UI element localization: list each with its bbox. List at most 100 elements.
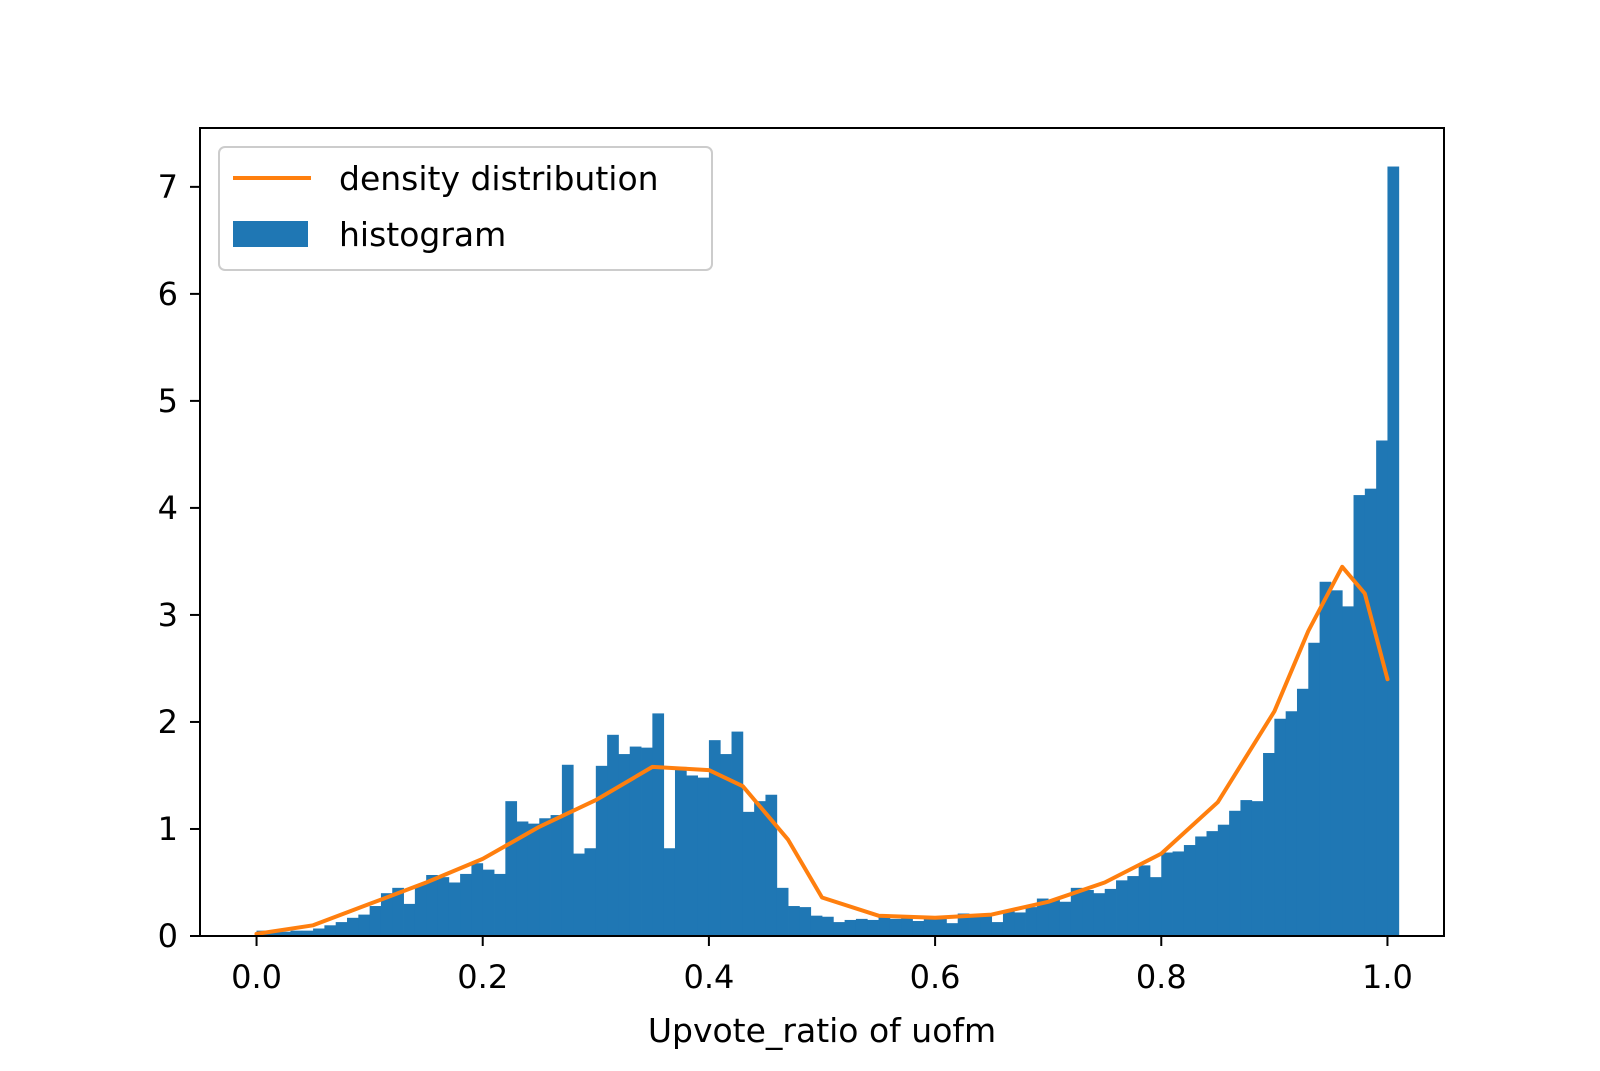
histogram-bar xyxy=(550,815,563,936)
histogram-bar xyxy=(833,922,846,936)
histogram-bar xyxy=(844,919,857,936)
histogram-bar xyxy=(539,818,551,936)
y-tick-label: 0 xyxy=(158,917,178,955)
histogram-bar xyxy=(810,915,823,936)
histogram-bar xyxy=(1229,810,1241,936)
histogram-bar xyxy=(867,919,879,936)
histogram-bar xyxy=(957,913,970,936)
histogram-bar xyxy=(267,930,280,936)
histogram-bar xyxy=(527,823,540,936)
legend-box xyxy=(218,146,713,271)
legend-density-label: density distribution xyxy=(339,159,659,198)
histogram-bar xyxy=(1172,851,1185,936)
histogram-bar xyxy=(1274,718,1287,936)
histogram-bar xyxy=(347,917,359,936)
histogram-bar xyxy=(1206,831,1219,936)
histogram-bar xyxy=(629,746,642,936)
histogram-bar xyxy=(799,907,812,936)
y-tick-label: 5 xyxy=(158,382,178,420)
histogram-bar xyxy=(1342,606,1354,936)
histogram-bar xyxy=(788,906,800,936)
histogram-bar xyxy=(969,916,981,936)
histogram-bar xyxy=(414,884,427,936)
histogram-bar xyxy=(720,754,732,936)
histogram-bar xyxy=(561,764,574,936)
histogram-bar xyxy=(1059,901,1072,936)
histogram-bar xyxy=(912,921,925,936)
y-tick-label: 1 xyxy=(158,810,178,848)
x-tick-label: 1.0 xyxy=(1362,958,1413,996)
histogram-bar xyxy=(697,777,710,936)
histogram-bar xyxy=(607,734,619,936)
histogram-bar xyxy=(573,853,585,936)
histogram-bar xyxy=(403,903,416,936)
histogram-bar xyxy=(380,893,393,936)
histogram-bar xyxy=(437,877,450,936)
histogram-bar xyxy=(482,869,495,936)
histogram-bar xyxy=(1093,893,1106,936)
x-axis: 0.0 0.2 0.4 0.6 0.8 1.0 xyxy=(231,936,1413,996)
histogram-bar xyxy=(731,731,744,936)
histogram-bar xyxy=(618,754,631,936)
histogram-bar xyxy=(776,887,789,936)
histogram-bar xyxy=(595,765,608,936)
histogram-bar xyxy=(901,917,913,936)
histogram-bar xyxy=(1036,898,1049,936)
histogram-bar xyxy=(448,882,461,936)
x-tick-label: 0.6 xyxy=(910,958,961,996)
histogram-bar xyxy=(1387,166,1400,936)
x-tick-label: 0.2 xyxy=(457,958,508,996)
histogram-bar xyxy=(1104,888,1117,936)
histogram-bar xyxy=(1070,887,1083,936)
histogram-bar xyxy=(686,775,698,936)
histogram-bar xyxy=(855,918,868,936)
histogram-bar xyxy=(1183,845,1196,936)
legend-histogram-label: histogram xyxy=(339,215,506,254)
histogram-bar xyxy=(1330,590,1343,936)
y-axis: 0 1 2 3 4 5 6 7 xyxy=(158,168,200,955)
histogram-bar xyxy=(335,922,348,936)
histogram-bar xyxy=(663,848,676,936)
histogram-bar xyxy=(822,916,834,936)
histogram-bar xyxy=(1149,877,1162,936)
histogram-bar xyxy=(708,740,721,936)
histogram-bar xyxy=(1138,865,1151,936)
histogram-bar xyxy=(1082,889,1094,936)
histogram-bar xyxy=(980,914,993,936)
histogram-bar xyxy=(1127,876,1140,936)
histogram-bar xyxy=(946,923,959,936)
histogram-bar xyxy=(426,874,438,936)
histogram-bar xyxy=(991,922,1004,936)
histogram-bar xyxy=(301,930,314,936)
histogram-bar xyxy=(313,928,325,936)
y-tick-label: 4 xyxy=(158,489,178,527)
histogram-bar xyxy=(1217,824,1230,936)
histogram-bar xyxy=(505,801,518,936)
histogram-bar xyxy=(765,794,778,936)
x-tick-label: 0.8 xyxy=(1136,958,1187,996)
histogram-bar xyxy=(324,925,337,936)
histogram-bar xyxy=(1116,880,1128,936)
histogram-bar xyxy=(1308,642,1320,936)
histogram-bar xyxy=(1048,899,1060,936)
y-tick-label: 2 xyxy=(158,703,178,741)
histogram-bar xyxy=(516,821,529,936)
histogram-bar xyxy=(641,747,653,936)
x-tick-label: 0.0 xyxy=(231,958,282,996)
histogram-bar xyxy=(1353,495,1366,936)
histogram-bar xyxy=(742,811,755,936)
histogram-bar xyxy=(290,930,303,936)
histogram-bar xyxy=(369,906,382,936)
histogram-bar xyxy=(923,918,936,936)
histogram-bar xyxy=(878,916,891,936)
histogram-bars xyxy=(256,166,1400,936)
y-tick-label: 7 xyxy=(158,168,178,206)
histogram-bar xyxy=(1296,688,1309,936)
legend: density distribution histogram xyxy=(218,146,713,271)
histogram-bar xyxy=(652,713,665,936)
histogram-bar xyxy=(674,766,687,936)
legend-histogram-swatch xyxy=(233,221,308,247)
histogram-bar xyxy=(1240,800,1253,936)
